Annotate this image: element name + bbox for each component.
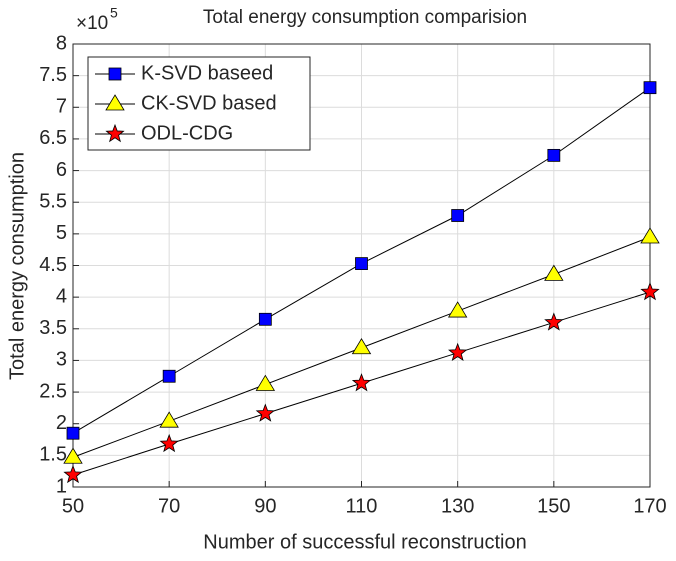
y-tick-label: 2.5 bbox=[39, 380, 67, 402]
x-tick-label: 70 bbox=[158, 495, 180, 517]
marker bbox=[255, 403, 275, 422]
x-tick-label: 150 bbox=[537, 495, 570, 517]
marker bbox=[63, 447, 83, 464]
y-tick-label: 6 bbox=[56, 159, 67, 181]
y-tick-label: 7 bbox=[56, 96, 67, 118]
x-tick-label: 50 bbox=[62, 495, 84, 517]
marker bbox=[66, 426, 80, 440]
y-tick-label: 5 bbox=[56, 222, 67, 244]
marker bbox=[351, 337, 372, 355]
marker bbox=[162, 369, 176, 383]
y-tick-label: 3 bbox=[56, 349, 67, 371]
legend-label: ODL-CDG bbox=[141, 122, 233, 144]
marker bbox=[255, 374, 276, 391]
x-axis-label: Number of successful reconstruction bbox=[203, 531, 526, 553]
y-tick-label: 2 bbox=[56, 412, 67, 434]
marker bbox=[63, 464, 83, 484]
y-tick-label: 7.5 bbox=[39, 64, 67, 86]
marker bbox=[547, 148, 561, 162]
legend: K-SVD baseed CK-SVD based ODL-CDG bbox=[87, 56, 311, 151]
legend-label: CK-SVD based bbox=[141, 92, 277, 114]
marker bbox=[108, 67, 122, 81]
marker bbox=[640, 281, 660, 301]
marker bbox=[355, 257, 368, 271]
plot-frame bbox=[72, 43, 651, 488]
marker bbox=[159, 411, 179, 428]
x-tick-label: 130 bbox=[441, 495, 474, 517]
marker bbox=[351, 373, 372, 392]
marker bbox=[258, 312, 272, 326]
y-tick-label: 3.5 bbox=[39, 317, 67, 339]
y-tick-label: 4 bbox=[56, 285, 67, 307]
y-multiplier-exponent: 5 bbox=[110, 5, 118, 21]
y-multiplier-base: ×10 bbox=[76, 13, 108, 34]
legend-label: K-SVD baseed bbox=[141, 62, 273, 84]
marker bbox=[451, 209, 465, 222]
marker bbox=[448, 342, 468, 362]
x-tick-label: 110 bbox=[346, 495, 378, 517]
marker bbox=[643, 81, 657, 95]
marker bbox=[105, 123, 125, 143]
marker bbox=[447, 301, 468, 318]
x-tick-label: 90 bbox=[254, 495, 276, 517]
marker bbox=[544, 312, 564, 331]
y-tick-label: 6.5 bbox=[39, 127, 67, 149]
y-tick-label: 1.5 bbox=[39, 444, 67, 466]
y-tick-label: 4.5 bbox=[39, 254, 67, 276]
marker bbox=[159, 433, 179, 453]
x-tick-label: 170 bbox=[633, 495, 666, 517]
marker bbox=[544, 264, 564, 281]
y-tick-label: 5.5 bbox=[39, 190, 67, 212]
marker bbox=[105, 94, 125, 111]
y-tick-label: 8 bbox=[56, 32, 67, 54]
y-axis-label: Total energy consumption bbox=[6, 152, 28, 380]
marker bbox=[640, 227, 660, 244]
y-tick-label: 1 bbox=[56, 475, 67, 497]
chart-title: Total energy consumption comparision bbox=[203, 7, 527, 28]
